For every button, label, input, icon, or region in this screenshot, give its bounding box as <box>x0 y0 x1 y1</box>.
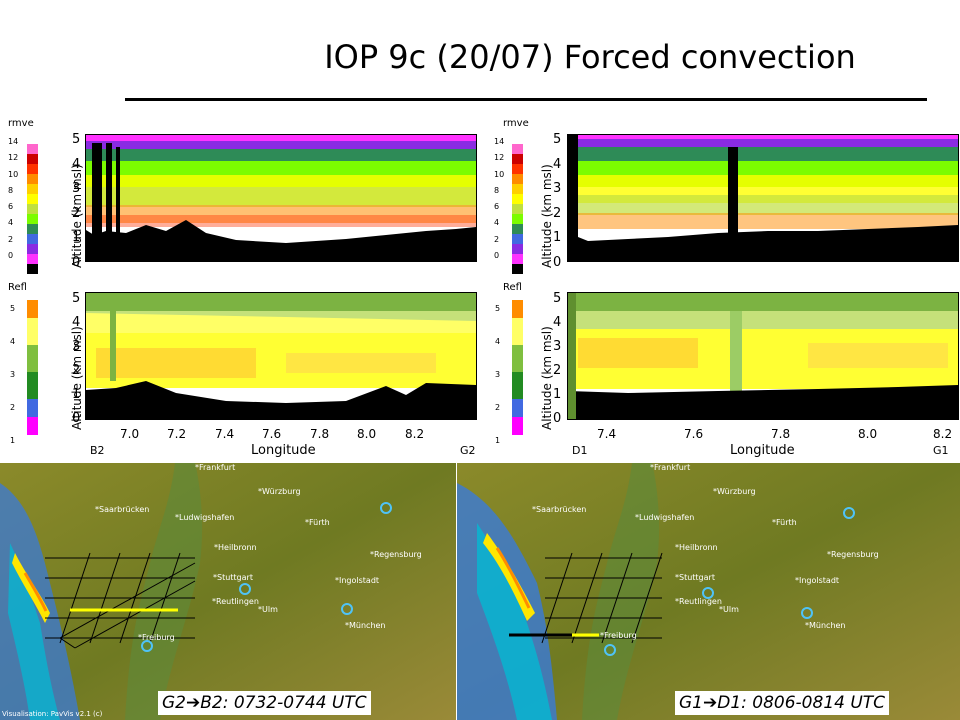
left-bottom-color-scale <box>27 300 38 435</box>
right-top-color-scale <box>512 144 523 274</box>
right-xtick: 8.0 <box>858 427 878 441</box>
right-xtick: 7.8 <box>771 427 791 441</box>
left-xtick: 7.8 <box>310 427 330 441</box>
right-bottom-color-scale <box>512 300 523 435</box>
left-xtick: 8.2 <box>405 427 425 441</box>
city-label: *Würzburg <box>258 487 301 496</box>
left-top-scale-svg <box>27 144 38 274</box>
title-underline <box>125 98 927 101</box>
right-map-caption: G1➔D1: 0806-0814 UTC <box>675 691 890 715</box>
left-xticks: 7.0 <box>120 427 140 441</box>
city-label: *Freiburg <box>138 633 175 642</box>
right-xlabel: Longitude <box>730 443 795 458</box>
city-label: *Fürth <box>772 518 797 527</box>
city-label: *Ulm <box>719 605 739 614</box>
right-xtick: 7.6 <box>684 427 704 441</box>
left-xtick: 7.6 <box>262 427 282 441</box>
right-top-ylabel: Altitude (km msl) <box>540 164 554 268</box>
city-label: *Frankfurt <box>650 463 691 472</box>
city-label: *Heilbronn <box>214 543 257 552</box>
left-xtick: 7.4 <box>215 427 235 441</box>
city-label: *Ludwigshafen <box>635 513 695 522</box>
city-label: *Ingolstadt <box>335 576 380 585</box>
arrow-icon: ➔ <box>186 693 201 713</box>
city-label: *Freiburg <box>600 631 637 640</box>
city-label: *Fürth <box>305 518 330 527</box>
city-label: *Regensburg <box>370 550 422 559</box>
map-footer: Visualisation: PavVis v2.1 (c) <box>2 710 103 718</box>
right-bottom-var: Refl <box>503 282 522 293</box>
city-label: *Stuttgart <box>213 573 253 582</box>
right-top-scale-svg <box>512 144 523 274</box>
right-top-plot-svg <box>568 135 958 261</box>
city-label: *Frankfurt <box>195 463 236 472</box>
city-label: *Saarbrücken <box>532 505 587 514</box>
city-label: *Reutlingen <box>675 597 722 606</box>
city-label: *München <box>345 621 386 630</box>
left-bottom-plot-svg <box>86 293 476 419</box>
city-label: *Reutlingen <box>212 597 259 606</box>
city-label: *Saarbrücken <box>95 505 150 514</box>
right-bottom-plot <box>567 292 959 420</box>
right-bottom-plot-svg <box>568 293 958 419</box>
left-radar-map: *Frankfurt *Würzburg *Ludwigshafen *Saar… <box>0 463 456 720</box>
left-xtick: 8.0 <box>357 427 377 441</box>
right-end-label-left: G2 <box>460 444 476 457</box>
city-label: *Würzburg <box>713 487 756 496</box>
city-label: *Heilbronn <box>675 543 718 552</box>
city-label: *München <box>805 621 846 630</box>
left-bottom-scale-svg <box>27 300 38 435</box>
right-right-end-label: G1 <box>933 444 949 457</box>
city-label: *Ludwigshafen <box>175 513 235 522</box>
left-bottom-plot <box>85 292 477 420</box>
left-map-svg <box>0 463 456 720</box>
city-label: *Ingolstadt <box>795 576 840 585</box>
right-map-svg <box>457 463 960 720</box>
right-xtick: 7.4 <box>597 427 617 441</box>
left-top-plot-svg <box>86 135 476 261</box>
left-top-var: rmve <box>8 118 34 129</box>
left-xlabel: Longitude <box>251 443 316 458</box>
left-map-caption: G2➔B2: 0732-0744 UTC <box>158 691 371 715</box>
left-bottom-var: Refl <box>8 282 27 293</box>
left-xtick: 7.2 <box>167 427 187 441</box>
left-top-color-scale <box>27 144 38 274</box>
slide-title: IOP 9c (20/07) Forced convection <box>324 38 856 76</box>
right-bottom-scale-svg <box>512 300 523 435</box>
right-bottom-ylabel: Altitude (km msl) <box>540 326 554 430</box>
right-xtick: 8.2 <box>933 427 953 441</box>
arrow-icon: ➔ <box>703 693 718 713</box>
city-label: *Stuttgart <box>675 573 715 582</box>
right-top-var: rmve <box>503 118 529 129</box>
city-label: *Regensburg <box>827 550 879 559</box>
city-label: *Ulm <box>258 605 278 614</box>
left-end-label: B2 <box>90 444 105 457</box>
left-top-plot <box>85 134 477 262</box>
right-top-plot <box>567 134 959 262</box>
right-radar-map: *Frankfurt *Würzburg *Ludwigshafen *Saar… <box>457 463 960 720</box>
right-left-end-label: D1 <box>572 444 588 457</box>
